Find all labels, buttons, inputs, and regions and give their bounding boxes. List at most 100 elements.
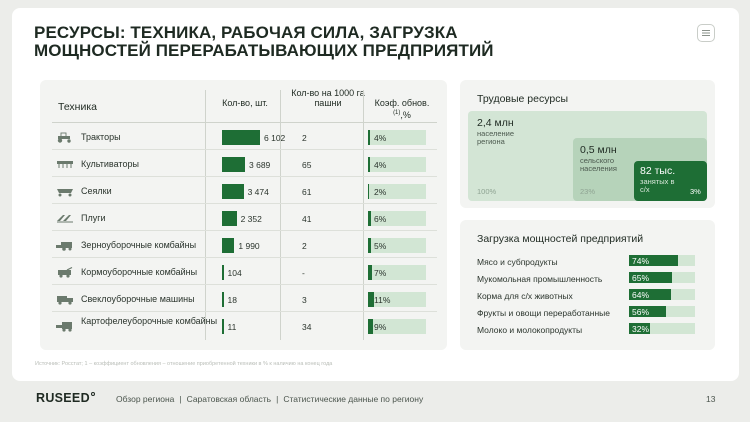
count-bar: [222, 265, 224, 280]
row-name: Сеялки: [81, 186, 112, 196]
row-coef: 5%: [374, 241, 387, 251]
row-divider: [52, 176, 437, 177]
capacity-bar: [629, 272, 695, 283]
row-per-1000: 65: [302, 160, 312, 170]
row-per-1000: 34: [302, 322, 312, 332]
row-divider: [52, 230, 437, 231]
count-bar: [222, 130, 260, 145]
row-divider: [52, 311, 437, 312]
plow-icon: [57, 215, 73, 223]
rural-value: 0,5 млн: [580, 144, 617, 156]
capacity-name: Молоко и молокопродукты: [477, 325, 583, 335]
coef-bar: [368, 130, 426, 145]
breadcrumb-separator: |: [276, 394, 279, 404]
coef-bar: [368, 292, 426, 307]
capacity-bar-fill: [629, 255, 678, 266]
row-name: Кормоуборочные комбайны: [81, 267, 198, 277]
row-name: Свеклоуборочные машины: [81, 294, 195, 304]
column-divider: [363, 90, 364, 340]
ruseed-logo[interactable]: RUSEED: [36, 391, 95, 405]
count-bar: [222, 184, 244, 199]
employed-value: 82 тыс.: [640, 165, 676, 177]
population-pct: 100%: [477, 187, 497, 196]
column-divider: [280, 90, 281, 340]
row-per-1000: 2: [302, 133, 307, 143]
row-coef: 7%: [374, 268, 387, 278]
capacity-bar: [629, 323, 695, 334]
header-coef: Коэф. обнов. (1),%: [373, 98, 431, 120]
capacity-bar-fill: [629, 289, 672, 300]
coef-bar: [368, 157, 426, 172]
row-name: Картофелеуборочные комбайны: [81, 316, 218, 326]
population-label: население региона: [477, 129, 515, 146]
capacity-name: Мукомольная промышленность: [477, 274, 603, 284]
row-divider: [52, 257, 437, 258]
header-coef-label: Коэф. обнов.: [374, 98, 430, 108]
breadcrumb-item[interactable]: Статистические данные по региону: [283, 394, 424, 404]
coef-bar-fill: [368, 265, 372, 280]
capacity-value: 56%: [632, 307, 650, 317]
cultivator-icon: [57, 161, 73, 168]
capacity-row: Корма для с/х животных 64%: [477, 287, 702, 303]
row-coef: 6%: [374, 214, 387, 224]
breadcrumb-separator: |: [179, 394, 182, 404]
employed-pct: 3%: [690, 187, 701, 196]
breadcrumb-item[interactable]: Обзор региона: [116, 394, 175, 404]
grain-harvester-icon: [56, 242, 72, 251]
capacity-row: Мясо и субпродукты 74%: [477, 253, 702, 269]
capacity-row: Молоко и молокопродукты 32%: [477, 321, 702, 337]
header-coef-unit: ,%: [400, 110, 411, 120]
coef-bar-fill: [368, 319, 373, 334]
table-row: Плуги 2 352 41 6%: [52, 205, 437, 231]
capacity-value: 32%: [632, 324, 650, 334]
rural-label: сельского населения: [580, 156, 617, 173]
count-bar: [222, 319, 224, 334]
employed-block: [634, 161, 707, 201]
menu-lines-icon: [702, 30, 710, 36]
capacity-bar: [629, 306, 695, 317]
capacity-row: Мукомольная промышленность 65%: [477, 270, 702, 286]
coef-bar: [368, 184, 426, 199]
row-count: 3 689: [249, 160, 271, 170]
row-name: Плуги: [81, 213, 106, 223]
coef-bar-fill: [368, 211, 371, 226]
capacity-row: Фрукты и овощи переработанные 56%: [477, 304, 702, 320]
capacity-name: Мясо и субпродукты: [477, 257, 558, 267]
population-value: 2,4 млн: [477, 117, 514, 129]
breadcrumb-item[interactable]: Саратовская область: [186, 394, 272, 404]
menu-button[interactable]: [697, 24, 715, 42]
table-row: Культиваторы 3 689 65 4%: [52, 151, 437, 177]
header-count: Кол-во, шт.: [222, 98, 268, 108]
count-bar: [222, 211, 237, 226]
row-divider: [52, 203, 437, 204]
count-bar: [222, 238, 235, 253]
header-divider: [52, 122, 437, 123]
row-per-1000: 2: [302, 241, 307, 251]
row-count: 18: [227, 295, 237, 305]
seeder-icon: [57, 189, 73, 197]
capacity-bar-fill: [629, 323, 651, 334]
capacity-title: Загрузка мощностей предприятий: [477, 233, 644, 245]
header-coef-footnote: (1): [393, 110, 401, 116]
table-row: Картофелеуборочные комбайны 11 34 9%: [52, 313, 437, 339]
row-divider: [52, 149, 437, 150]
machinery-table: Техника Кол-во, шт. Кол-во на 1000 га па…: [40, 80, 447, 350]
table-row: Сеялки 3 474 61 2%: [52, 178, 437, 204]
row-name: Тракторы: [81, 132, 121, 142]
capacity-name: Корма для с/х животных: [477, 291, 573, 301]
table-row: Тракторы 6 102 2 4%: [52, 124, 437, 150]
row-count: 6 102: [264, 133, 286, 143]
row-count: 3 474: [247, 187, 269, 197]
rural-pct: 23%: [580, 187, 596, 196]
capacity-bar-fill: [629, 306, 666, 317]
coef-bar: [368, 265, 426, 280]
potato-harvester-icon: [56, 322, 72, 332]
page-number: 13: [706, 394, 716, 404]
row-per-1000: 41: [302, 214, 312, 224]
row-name: Зерноуборочные комбайны: [81, 240, 197, 250]
capacity-value: 64%: [632, 290, 650, 300]
count-bar: [222, 157, 245, 172]
coef-bar-fill: [368, 130, 370, 145]
row-coef: 2%: [374, 187, 387, 197]
table-row: Свеклоуборочные машины 18 3 11%: [52, 286, 437, 312]
